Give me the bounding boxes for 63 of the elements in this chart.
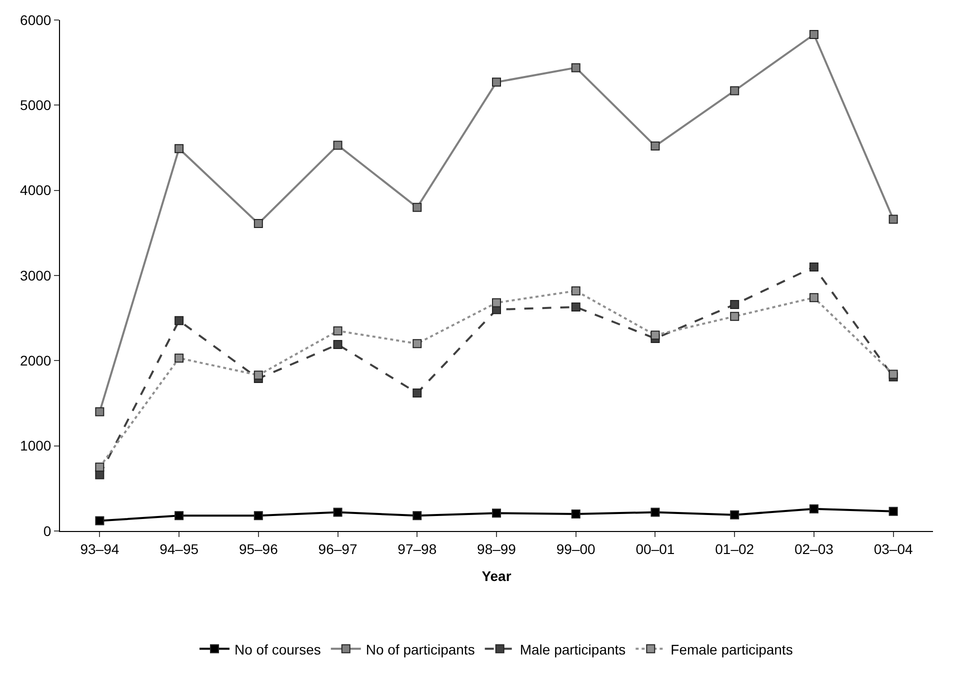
point — [809, 30, 818, 39]
x-tick-label: 95–96 — [238, 540, 278, 557]
point — [730, 86, 740, 96]
legend-label: No of participants — [366, 641, 475, 658]
point — [412, 339, 422, 348]
point — [95, 470, 104, 480]
y-tick-label: 6000 — [20, 12, 52, 28]
point — [730, 300, 740, 309]
x-tick-label: 01–02 — [715, 540, 754, 557]
point — [254, 219, 263, 228]
x-tick-label: 97–98 — [398, 540, 437, 557]
point — [95, 407, 104, 416]
x-tick-label: 99–00 — [556, 540, 596, 557]
point — [174, 316, 184, 326]
point — [412, 388, 422, 398]
point — [412, 511, 422, 520]
legend-label: No of courses — [234, 641, 321, 658]
x-tick-label: 02–03 — [794, 540, 834, 557]
point — [492, 508, 501, 518]
point — [571, 302, 580, 312]
point — [333, 326, 342, 336]
x-tick-label: 98–99 — [477, 540, 516, 557]
point — [333, 508, 342, 517]
point — [95, 462, 104, 472]
x-tick-label: 93–94 — [80, 540, 120, 557]
point — [650, 330, 660, 340]
y-tick-label: 1000 — [20, 438, 52, 454]
point — [571, 286, 580, 296]
point — [492, 298, 501, 308]
point — [730, 312, 740, 321]
y-tick-label: 2000 — [20, 352, 52, 369]
point — [95, 516, 104, 526]
y-tick-label: 4000 — [20, 182, 52, 198]
legend-label: Male participants — [520, 641, 626, 658]
point — [174, 354, 184, 363]
point — [492, 78, 501, 87]
y-tick-label: 5000 — [20, 97, 52, 114]
point — [650, 508, 660, 517]
point — [809, 293, 818, 302]
x-tick-label: 03–04 — [874, 540, 913, 557]
point — [650, 142, 660, 151]
y-tick-label: 0 — [43, 522, 52, 539]
x-tick-label: 94–95 — [160, 540, 199, 557]
point — [809, 262, 818, 272]
point — [333, 140, 342, 150]
point — [254, 511, 263, 520]
point — [730, 510, 740, 520]
point — [412, 202, 422, 212]
point — [571, 509, 580, 518]
x-tick-label: 00–01 — [636, 540, 675, 557]
x-tick-label: 96–97 — [318, 540, 358, 557]
point — [888, 370, 898, 379]
point — [174, 144, 184, 154]
point — [254, 370, 263, 380]
legend-label: Female participants — [670, 641, 793, 658]
point — [571, 63, 580, 72]
point — [888, 506, 898, 516]
y-tick-label: 3000 — [20, 267, 52, 284]
point — [809, 504, 818, 514]
point — [333, 340, 342, 349]
x-axis-title: Year — [482, 568, 512, 584]
point — [888, 214, 898, 224]
point — [174, 511, 184, 520]
